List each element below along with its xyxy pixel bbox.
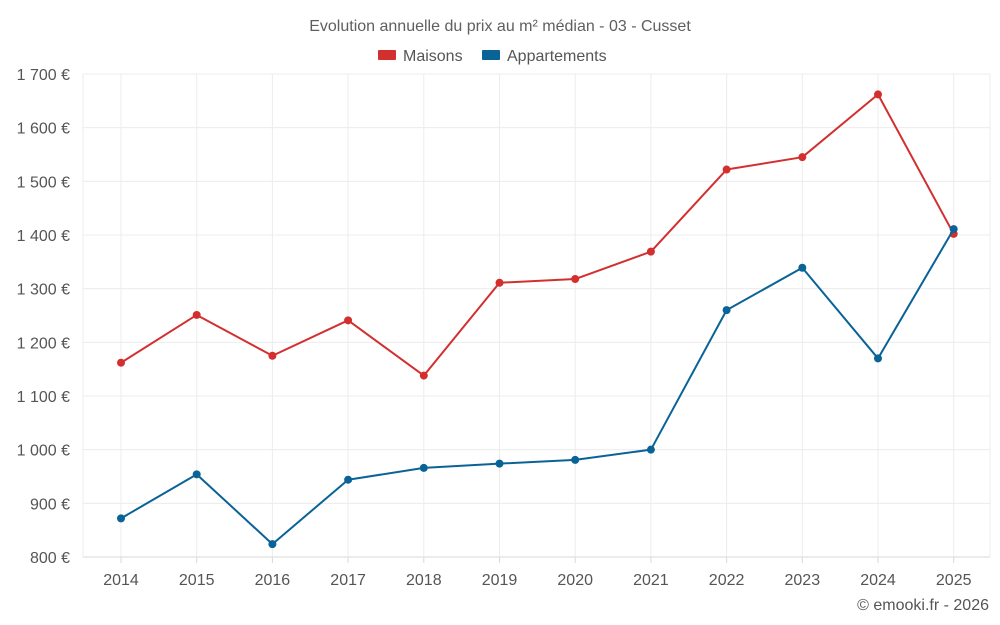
- series-line-maisons: [120, 93, 955, 377]
- y-tick-label: 900 €: [30, 496, 70, 513]
- data-point-appartements[interactable]: [874, 354, 882, 363]
- data-point-appartements[interactable]: [722, 306, 731, 315]
- data-point-maisons[interactable]: [268, 351, 277, 360]
- x-tick-label: 2021: [633, 572, 669, 589]
- series: [117, 90, 958, 549]
- legend-item-appartements[interactable]: Appartements: [482, 48, 607, 65]
- data-point-appartements[interactable]: [117, 514, 125, 523]
- x-tick-label: 2018: [406, 572, 442, 589]
- y-axis-ticks: 800 € 900 € 1 000 € 1 100 € 1 200 € 1 300 € 1 …: [17, 67, 70, 567]
- data-point-appartements[interactable]: [798, 263, 807, 272]
- chart-title: Evolution annuelle du prix au m² médian …: [309, 18, 691, 35]
- legend-label-appartements: Appartements: [507, 48, 607, 65]
- data-point-maisons[interactable]: [117, 358, 125, 367]
- data-point-maisons[interactable]: [722, 165, 731, 174]
- x-tick-label: 2014: [103, 572, 139, 589]
- data-point-appartements[interactable]: [344, 475, 353, 484]
- credit-text: © emooki.fr - 2026: [857, 597, 989, 614]
- x-tick-label: 2017: [330, 572, 366, 589]
- x-tick-label: 2024: [860, 572, 896, 589]
- legend-swatch-appartements: [482, 50, 500, 60]
- data-point-maisons[interactable]: [874, 90, 882, 99]
- y-tick-label: 1 100 €: [17, 389, 70, 406]
- legend-item-maisons[interactable]: Maisons: [378, 48, 463, 65]
- y-tick-label: 1 400 €: [17, 228, 70, 245]
- data-point-appartements[interactable]: [646, 445, 655, 454]
- legend-label-maisons: Maisons: [403, 48, 463, 65]
- data-point-appartements[interactable]: [192, 470, 201, 479]
- x-tick-label: 2020: [557, 572, 593, 589]
- series-line-appartements: [120, 228, 955, 546]
- data-point-appartements[interactable]: [268, 540, 277, 549]
- y-tick-label: 800 €: [30, 550, 70, 567]
- data-point-maisons[interactable]: [419, 371, 428, 380]
- x-tick-label: 2023: [785, 572, 821, 589]
- data-point-maisons[interactable]: [646, 247, 655, 256]
- x-tick-label: 2022: [709, 572, 745, 589]
- y-tick-label: 1 200 €: [17, 335, 70, 352]
- data-point-maisons[interactable]: [344, 316, 353, 325]
- data-point-maisons[interactable]: [571, 275, 580, 284]
- legend-swatch-maisons: [378, 50, 396, 60]
- x-tick-label: 2025: [936, 572, 972, 589]
- data-point-maisons[interactable]: [192, 310, 201, 319]
- x-tick-label: 2019: [482, 572, 518, 589]
- data-point-appartements[interactable]: [495, 459, 504, 468]
- legend: Maisons Appartements: [378, 48, 607, 65]
- series-appartements: [117, 225, 958, 549]
- y-tick-label: 1 600 €: [17, 121, 70, 138]
- x-tick-label: 2016: [255, 572, 291, 589]
- data-point-appartements[interactable]: [419, 463, 428, 472]
- grid: [82, 73, 991, 558]
- data-point-appartements[interactable]: [949, 225, 958, 234]
- data-point-appartements[interactable]: [571, 455, 580, 464]
- series-maisons: [117, 90, 958, 380]
- y-tick-label: 1 500 €: [17, 174, 70, 191]
- data-point-maisons[interactable]: [495, 278, 504, 287]
- x-tick-label: 2015: [179, 572, 215, 589]
- x-axis-ticks: 2014 2015 2016 2017 2018 2019 2020 2021 2022 2023…: [103, 557, 972, 589]
- data-point-maisons[interactable]: [798, 153, 807, 162]
- y-tick-label: 1 000 €: [17, 443, 70, 460]
- y-tick-label: 1 300 €: [17, 282, 70, 299]
- y-tick-label: 1 700 €: [17, 67, 70, 84]
